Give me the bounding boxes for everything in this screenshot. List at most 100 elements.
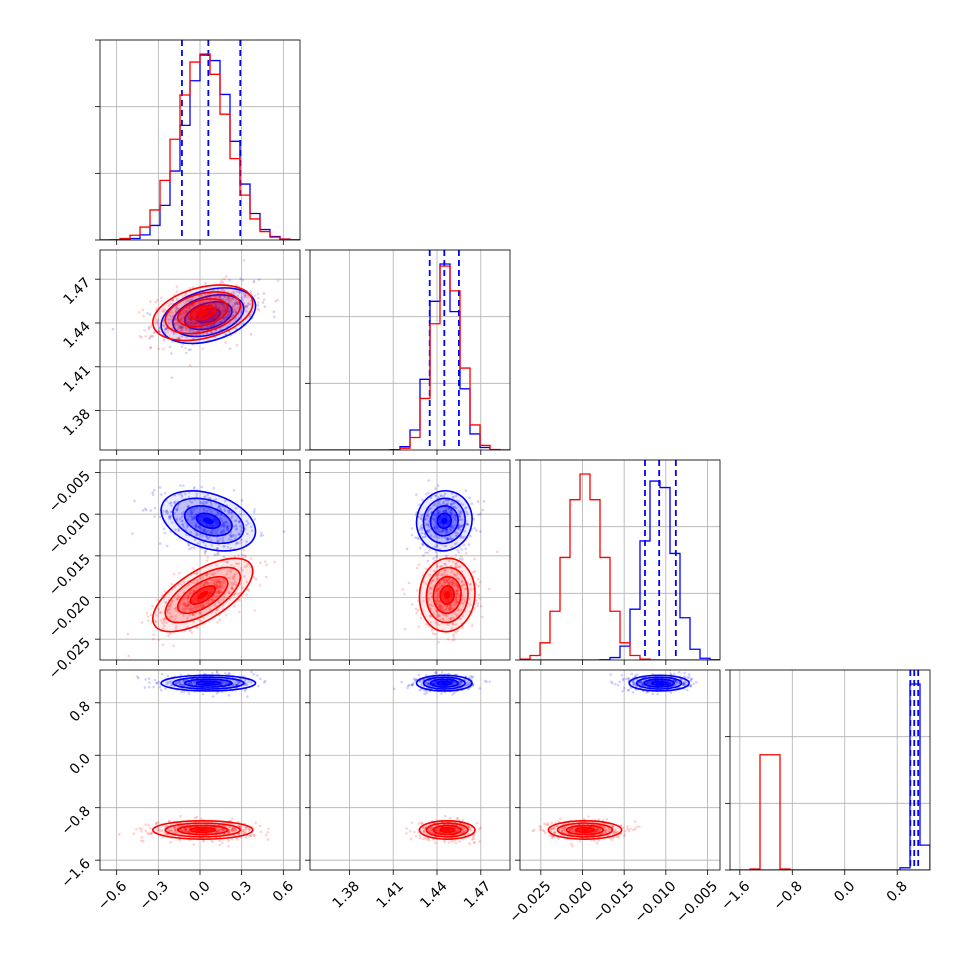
sample-point bbox=[228, 681, 231, 685]
sample-point bbox=[472, 837, 475, 841]
sample-point bbox=[209, 531, 212, 534]
sample-point bbox=[423, 829, 426, 833]
sample-point bbox=[243, 554, 246, 557]
sample-point bbox=[217, 580, 220, 584]
sample-point bbox=[167, 607, 171, 610]
contour-line bbox=[160, 490, 257, 552]
sample-point bbox=[442, 509, 446, 513]
sample-point bbox=[165, 682, 169, 686]
sample-point bbox=[453, 573, 456, 577]
sample-point bbox=[449, 617, 453, 620]
sample-point bbox=[230, 511, 234, 514]
sample-point bbox=[444, 509, 447, 513]
sample-point bbox=[450, 626, 454, 630]
contour-line bbox=[151, 557, 254, 633]
sample-point bbox=[419, 687, 423, 691]
sample-point bbox=[181, 312, 185, 315]
axes-3-3 bbox=[725, 669, 930, 875]
sample-point bbox=[478, 827, 481, 831]
sample-point bbox=[460, 558, 464, 561]
sample-point bbox=[433, 632, 437, 636]
sample-point bbox=[238, 520, 241, 524]
sample-point bbox=[174, 500, 178, 503]
sample-point bbox=[424, 836, 427, 840]
sample-point bbox=[182, 484, 185, 487]
sample-point bbox=[230, 817, 234, 820]
sample-point bbox=[189, 319, 193, 322]
sample-point bbox=[189, 348, 192, 351]
sample-point bbox=[444, 562, 447, 566]
sample-point bbox=[450, 511, 453, 514]
sample-point bbox=[207, 326, 211, 330]
sample-point bbox=[454, 841, 458, 845]
sample-point bbox=[240, 298, 244, 302]
sample-point bbox=[263, 679, 267, 683]
contour-line bbox=[422, 676, 466, 690]
sample-point bbox=[161, 309, 165, 312]
sample-point bbox=[450, 502, 454, 506]
sample-point bbox=[452, 584, 456, 588]
sample-point bbox=[164, 601, 167, 604]
sample-point bbox=[183, 607, 187, 611]
sample-point bbox=[171, 298, 175, 302]
sample-point bbox=[231, 576, 234, 579]
contour-line bbox=[195, 680, 221, 686]
sample-point bbox=[175, 306, 179, 310]
sample-point bbox=[187, 547, 191, 551]
sample-point bbox=[188, 613, 192, 617]
sample-point bbox=[266, 838, 270, 841]
sample-point bbox=[193, 321, 197, 325]
sample-point bbox=[448, 582, 451, 585]
sample-point bbox=[668, 681, 672, 684]
sample-point bbox=[437, 623, 441, 627]
sample-point bbox=[422, 827, 426, 831]
sample-point bbox=[221, 317, 224, 321]
sample-point bbox=[425, 681, 429, 685]
sample-point bbox=[422, 554, 425, 557]
sample-point bbox=[239, 311, 243, 315]
sample-point bbox=[180, 515, 184, 518]
sample-point bbox=[165, 509, 168, 513]
sample-point bbox=[477, 584, 481, 588]
sample-point bbox=[176, 323, 180, 327]
sample-point bbox=[164, 327, 168, 331]
sample-point bbox=[445, 531, 449, 534]
sample-point bbox=[440, 584, 444, 588]
contour-line bbox=[415, 490, 473, 552]
sample-point bbox=[218, 313, 221, 317]
sample-point bbox=[182, 603, 185, 606]
sample-point bbox=[194, 523, 198, 527]
contour-line bbox=[189, 585, 217, 605]
sample-point bbox=[229, 511, 233, 515]
sample-point bbox=[440, 494, 443, 498]
sample-point bbox=[458, 680, 461, 683]
sample-point bbox=[261, 533, 264, 537]
sample-point bbox=[436, 595, 439, 598]
sample-point bbox=[446, 539, 449, 543]
sample-point bbox=[195, 571, 199, 575]
panel-frame bbox=[99, 39, 301, 241]
sample-point bbox=[163, 328, 167, 332]
sample-point bbox=[456, 589, 459, 593]
sample-point bbox=[438, 614, 441, 618]
sample-point bbox=[465, 522, 468, 525]
sample-point bbox=[434, 672, 438, 675]
sample-point bbox=[452, 616, 456, 620]
sample-point bbox=[257, 278, 261, 281]
sample-point bbox=[218, 843, 221, 847]
sample-point bbox=[201, 692, 205, 696]
sample-point bbox=[256, 292, 260, 296]
sample-point bbox=[207, 338, 210, 342]
sample-point bbox=[217, 306, 220, 310]
sample-point bbox=[421, 821, 424, 825]
sample-point bbox=[225, 298, 228, 302]
sample-point bbox=[462, 826, 465, 830]
sample-point bbox=[276, 298, 280, 302]
sample-point bbox=[222, 310, 226, 313]
sample-point bbox=[245, 519, 249, 523]
sample-point bbox=[174, 624, 178, 628]
sample-point bbox=[429, 528, 432, 532]
sample-point bbox=[439, 566, 442, 569]
sample-point bbox=[217, 294, 221, 298]
sample-point bbox=[426, 522, 429, 526]
